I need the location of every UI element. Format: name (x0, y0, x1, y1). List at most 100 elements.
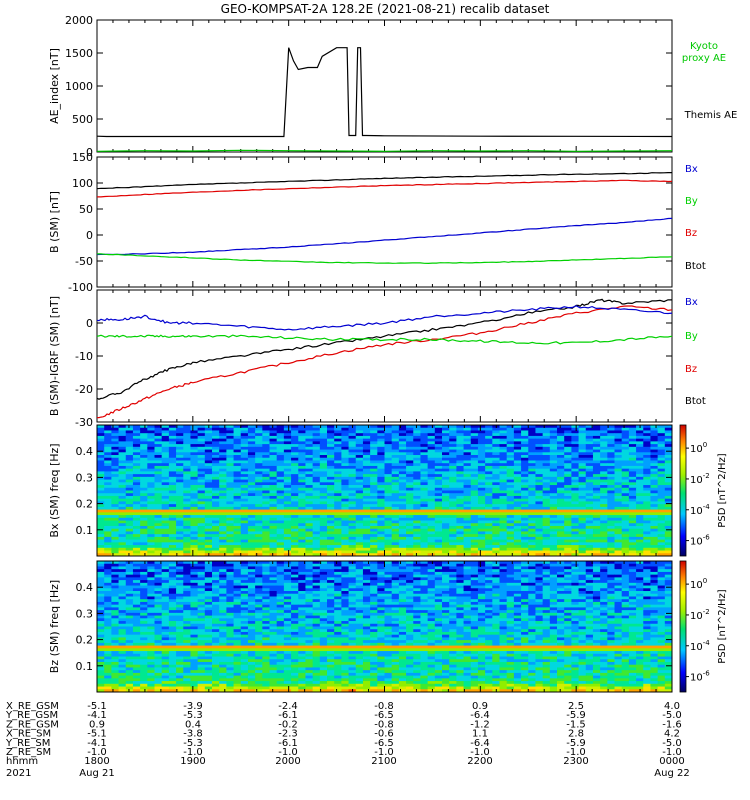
heatmap-cell (614, 498, 623, 502)
heatmap-cell (513, 493, 522, 497)
heatmap-cell (348, 582, 357, 586)
heatmap-cell (132, 550, 141, 554)
heatmap-cell (406, 534, 414, 538)
heatmap-cell (535, 539, 544, 543)
heatmap-cell (140, 509, 148, 513)
heatmap-cell (104, 433, 112, 437)
heatmap-cell (549, 582, 558, 586)
heatmap-cell (269, 446, 278, 450)
heatmap-cell (327, 495, 335, 500)
heatmap-cell (262, 525, 270, 530)
heatmap-cell (463, 545, 472, 549)
heatmap-cell (104, 482, 112, 486)
heatmap-cell (190, 435, 199, 440)
heatmap-cell (420, 534, 429, 538)
heatmap-cell (291, 463, 299, 467)
heatmap-cell (276, 493, 285, 497)
heatmap-cell (592, 457, 601, 461)
heatmap-cell (377, 479, 385, 483)
heatmap-cell (477, 425, 486, 429)
heatmap-cell (226, 523, 234, 527)
heatmap-cell (413, 520, 421, 524)
heatmap-cell (614, 509, 623, 513)
heatmap-cell (111, 571, 119, 576)
heatmap-cell (161, 485, 170, 489)
heatmap-cell (485, 433, 493, 437)
heatmap-cell (240, 539, 249, 543)
heatmap-cell (226, 580, 234, 584)
heatmap-cell (140, 487, 148, 491)
heatmap-cell (384, 482, 393, 486)
heatmap-cell (406, 504, 414, 508)
heatmap-cell (183, 509, 191, 513)
heatmap-cell (291, 438, 299, 442)
heatmap-cell (442, 490, 450, 494)
heatmap-cell (578, 444, 587, 448)
heatmap-cell (628, 457, 637, 461)
heatmap-cell (233, 504, 242, 508)
heatmap-cell (97, 441, 105, 445)
heatmap-cell (219, 495, 227, 500)
heatmap-cell (154, 460, 163, 464)
heatmap-cell (362, 468, 371, 472)
heatmap-cell (607, 545, 615, 549)
heatmap-cell (312, 563, 321, 567)
heatmap-cell (427, 487, 436, 491)
heatmap-cell (118, 506, 127, 511)
heatmap-cell (190, 534, 199, 538)
heatmap-cell (154, 487, 163, 491)
heatmap-cell (219, 569, 227, 573)
heatmap-cell (132, 444, 141, 448)
heatmap-cell (97, 512, 105, 516)
heatmap-cell (226, 571, 234, 576)
heatmap-cell (499, 498, 508, 502)
heatmap-cell (492, 534, 500, 538)
heatmap-cell (197, 585, 206, 589)
heatmap-cell (240, 566, 249, 570)
heatmap-cell (449, 545, 457, 549)
heatmap-cell (140, 531, 148, 535)
heatmap-cell (434, 574, 443, 578)
heatmap-cell (506, 487, 515, 491)
heatmap-cell (168, 444, 177, 448)
heatmap-cell (427, 455, 436, 459)
heatmap-cell (398, 512, 407, 516)
heatmap-cell (420, 471, 429, 475)
heatmap-cell (97, 501, 105, 505)
heatmap-cell (506, 539, 515, 543)
heatmap-cell (463, 493, 472, 497)
heatmap-cell (319, 479, 328, 483)
heatmap-cell (247, 457, 256, 461)
heatmap-cell (449, 517, 457, 521)
heatmap-cell (355, 580, 364, 584)
heatmap-cell (240, 482, 249, 486)
heatmap-cell (269, 542, 278, 546)
heatmap-cell (140, 582, 148, 586)
heatmap-cell (664, 571, 673, 576)
heatmap-cell (636, 512, 644, 516)
heatmap-cell (370, 550, 378, 554)
legend-b_sm-by: By (685, 196, 698, 207)
heatmap-cell (197, 493, 206, 497)
heatmap-cell (118, 463, 127, 467)
heatmap-cell (513, 525, 522, 530)
heatmap-cell (212, 563, 220, 567)
heatmap-cell (154, 468, 163, 472)
heatmap-cell (528, 539, 536, 543)
heatmap-cell (513, 550, 522, 554)
heatmap-cell (276, 449, 285, 453)
heatmap-cell (319, 569, 328, 573)
heatmap-cell (355, 563, 364, 567)
heatmap-cell (463, 471, 472, 475)
heatmap-cell (578, 425, 587, 429)
heatmap-cell (391, 531, 400, 535)
heatmap-cell (564, 520, 572, 524)
heatmap-cell (168, 474, 177, 478)
heatmap-cell (643, 471, 651, 475)
heatmap-cell (132, 528, 141, 532)
heatmap-cell (305, 563, 314, 567)
heatmap-cell (319, 536, 328, 541)
heatmap-cell (276, 457, 285, 461)
heatmap-cell (118, 531, 127, 535)
heatmap-cell (636, 487, 644, 491)
